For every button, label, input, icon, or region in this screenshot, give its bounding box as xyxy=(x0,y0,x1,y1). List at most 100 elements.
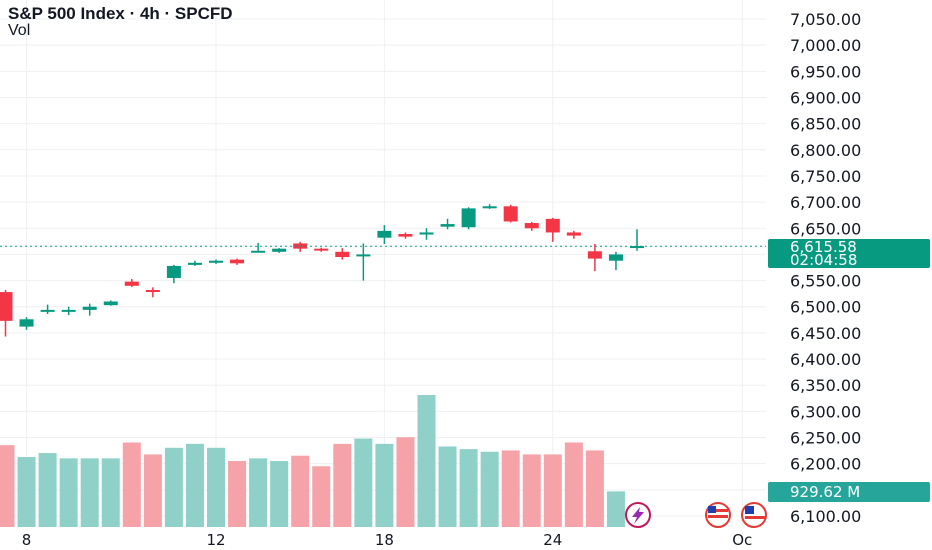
candle[interactable] xyxy=(145,287,160,298)
candle[interactable] xyxy=(503,204,518,223)
time-axis[interactable]: 8 12 18 24 Oc xyxy=(22,531,753,549)
y-tick-label: 6,850.00 xyxy=(790,115,861,134)
candle-body xyxy=(482,206,497,209)
volume-bar xyxy=(101,458,120,527)
candle-body xyxy=(61,309,76,312)
y-tick-label: 6,500.00 xyxy=(790,298,861,317)
candle[interactable] xyxy=(587,243,602,272)
candle[interactable] xyxy=(103,300,118,306)
volume-bar xyxy=(270,461,289,527)
volume-bar xyxy=(59,458,78,527)
candle[interactable] xyxy=(314,247,329,252)
candle-body xyxy=(377,230,392,238)
candle-body xyxy=(398,234,413,237)
candle[interactable] xyxy=(630,229,644,251)
countdown-timer: 02:04:58 xyxy=(790,251,857,269)
candle[interactable] xyxy=(272,248,287,253)
candle-body xyxy=(566,232,581,236)
last-price-value: 6,615.58 xyxy=(790,238,857,256)
candle-body xyxy=(209,260,223,263)
y-tick-label: 6,200.00 xyxy=(790,455,861,474)
y-tick-label: 6,450.00 xyxy=(790,324,861,343)
x-tick-label: 8 xyxy=(22,531,32,549)
candle[interactable] xyxy=(187,260,202,266)
candle-body xyxy=(335,251,350,258)
candle-body xyxy=(587,251,602,259)
volume-bar xyxy=(122,442,141,527)
volume-bar xyxy=(207,447,225,527)
candle-body xyxy=(251,250,266,253)
flag-stripe-1 xyxy=(708,509,728,512)
candle[interactable] xyxy=(230,258,245,265)
candle[interactable] xyxy=(19,317,34,330)
candle-body xyxy=(230,259,245,264)
chart-title: S&P 500 Index · 4h · SPCFD xyxy=(8,4,233,23)
candle-body xyxy=(630,246,644,249)
volume-bar xyxy=(185,443,204,527)
candle[interactable] xyxy=(356,243,371,281)
y-tick-label: 6,950.00 xyxy=(790,62,861,81)
candle[interactable] xyxy=(82,303,97,316)
candle[interactable] xyxy=(166,264,181,284)
candle-body xyxy=(0,292,13,321)
candle[interactable] xyxy=(440,218,455,230)
candle-body xyxy=(608,254,623,261)
volume-bar xyxy=(480,451,499,527)
event-lightning-icon[interactable] xyxy=(625,502,651,528)
y-tick-label: 6,100.00 xyxy=(790,507,861,526)
candle-body xyxy=(419,232,434,235)
candle-body xyxy=(356,254,371,257)
volume-bar xyxy=(80,458,99,527)
x-tick-label: Oc xyxy=(732,531,752,549)
volume-bar xyxy=(417,395,436,527)
candle[interactable] xyxy=(0,289,13,337)
volume-bar xyxy=(17,457,36,527)
volume-bar xyxy=(38,453,57,527)
candle[interactable] xyxy=(461,207,476,230)
candle[interactable] xyxy=(524,221,539,231)
volume-label: Vol xyxy=(8,22,30,39)
flag-stripe-2 xyxy=(708,515,728,518)
volume-bar xyxy=(375,443,394,527)
x-tick-label: 24 xyxy=(543,531,562,549)
y-tick-label: 6,550.00 xyxy=(790,272,861,291)
candle-body xyxy=(272,248,287,252)
us-flag-event-icon-2[interactable] xyxy=(741,502,767,528)
y-tick-label: 6,300.00 xyxy=(790,402,861,421)
candle-body xyxy=(440,224,455,227)
candle-body xyxy=(145,289,160,292)
candle[interactable] xyxy=(545,217,560,242)
candle[interactable] xyxy=(124,279,139,287)
volume-value-badge: 929.62 M xyxy=(768,482,930,502)
y-tick-label: 6,700.00 xyxy=(790,193,861,212)
candle[interactable] xyxy=(377,225,392,244)
lightning-glyph xyxy=(632,507,644,524)
volume-bar xyxy=(543,454,562,527)
candle[interactable] xyxy=(482,204,497,209)
flag-stripe-3 xyxy=(745,516,765,519)
x-tick-label: 18 xyxy=(375,531,394,549)
volume-bar xyxy=(333,443,352,527)
candle[interactable] xyxy=(251,242,266,253)
candle[interactable] xyxy=(335,248,350,260)
candle-body xyxy=(545,218,560,233)
volume-bar xyxy=(522,454,541,527)
volume-bar xyxy=(585,450,604,527)
candle-body xyxy=(124,281,139,286)
us-flag-event-icon[interactable] xyxy=(705,502,731,528)
candle[interactable] xyxy=(61,306,76,316)
candle[interactable] xyxy=(608,251,623,271)
volume-bar xyxy=(164,447,183,527)
volume-bar xyxy=(249,458,268,527)
volume-value: 929.62 M xyxy=(790,483,860,501)
candle-body xyxy=(187,262,202,265)
candle[interactable] xyxy=(209,259,223,264)
candle[interactable] xyxy=(566,230,581,239)
candle[interactable] xyxy=(40,304,55,315)
y-tick-label: 6,750.00 xyxy=(790,167,861,186)
candle[interactable] xyxy=(398,232,413,239)
candle-body xyxy=(40,309,55,312)
last-price-badge: 6,615.58 02:04:58 xyxy=(768,238,930,269)
candle[interactable] xyxy=(419,228,434,240)
